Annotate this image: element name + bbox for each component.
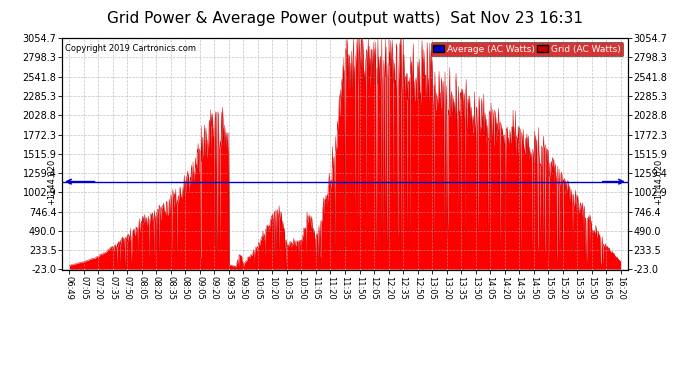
Text: +1144.020: +1144.020 <box>655 159 664 205</box>
Text: Copyright 2019 Cartronics.com: Copyright 2019 Cartronics.com <box>65 45 196 54</box>
Legend: Average (AC Watts), Grid (AC Watts): Average (AC Watts), Grid (AC Watts) <box>431 42 623 56</box>
Text: +1144.020: +1144.020 <box>48 159 57 205</box>
Text: Grid Power & Average Power (output watts)  Sat Nov 23 16:31: Grid Power & Average Power (output watts… <box>107 11 583 26</box>
